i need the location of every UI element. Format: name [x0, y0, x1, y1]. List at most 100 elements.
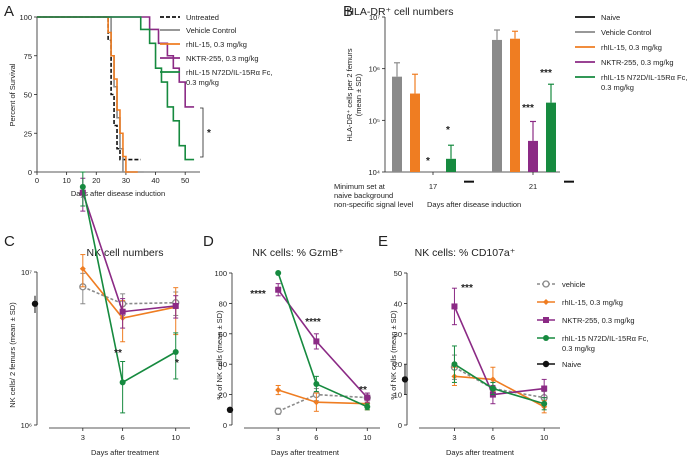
- d-point-fc: [313, 380, 320, 387]
- b-annotation-star: ***: [540, 68, 552, 79]
- e-point-fc: [451, 361, 458, 368]
- e-point-nktr: [541, 385, 548, 392]
- e-legend-marker-fc: [543, 335, 549, 341]
- d-point-fc: [275, 270, 282, 276]
- bar-naive: [464, 180, 474, 183]
- panel-b-xlabel: Days after disease induction: [427, 200, 521, 209]
- a-y-tick-label: 25: [24, 129, 32, 138]
- panel-e-legend: vehicle rhIL-15, 0.3 mg/kg NKTR-255, 0.3 m…: [537, 280, 648, 369]
- a-y-tick-label: 50: [24, 91, 32, 100]
- e-y-tick-label: 30: [394, 330, 402, 339]
- b-y-tick-label: 10⁶: [369, 65, 380, 74]
- c-x-tick-label: 6: [121, 433, 125, 442]
- bar-naive: [564, 180, 574, 183]
- d-point-vehicle: [274, 407, 282, 415]
- panel-e-label: E: [378, 233, 388, 250]
- panel-a-star: *: [207, 128, 211, 139]
- e-legend-label-fc-line2: 0.3 mg/kg: [562, 344, 595, 353]
- panel-a: A 0 10 20 30 40 50 0 25 50 75 100 Days after disea…: [4, 3, 272, 198]
- d-point-nktr: [313, 338, 320, 345]
- d-annotation-star: **: [359, 385, 367, 396]
- c-y-tick-label: 10⁷: [21, 268, 32, 277]
- a-x-tick-label: 20: [92, 176, 100, 185]
- a-x-tick-label: 0: [35, 176, 39, 185]
- d-point-nktr: [364, 394, 371, 401]
- b-x-tick-label: 21: [529, 182, 537, 191]
- bar-fc: [446, 158, 456, 172]
- d-line-nktr: [277, 289, 368, 399]
- c-point-fc: [79, 183, 86, 190]
- legend-label-nktr: NKTR-255, 0.3 mg/kg: [186, 54, 259, 63]
- legend-label-fc-line2: 0.3 mg/kg: [186, 78, 219, 87]
- panel-a-ylabel: Percent of Survival: [8, 63, 17, 126]
- b-x-tick-label: 17: [429, 182, 437, 191]
- panel-b-label: B: [343, 3, 353, 20]
- c-point-rhil15: [79, 265, 86, 272]
- legend-label-untreated: Untreated: [186, 13, 219, 22]
- d-x-tick-label: 3: [276, 433, 280, 442]
- panel-a-plot: 0 10 20 30 40 50 0 25 50 75 100: [19, 13, 200, 185]
- e-legend-marker-nktr: [543, 317, 549, 323]
- panel-b: B HLA-DR⁺ cell numbers 10⁴ 10⁵ 10⁶ 10⁷ 17 21 *…: [334, 3, 687, 209]
- e-point-fc: [489, 385, 496, 392]
- legend-label-nktr: NKTR-255, 0.3 mg/kg: [601, 58, 674, 67]
- panel-b-note-2: naive background: [334, 191, 393, 200]
- a-y-tick-label: 75: [24, 52, 32, 61]
- panel-e-ylabel: % of NK cells (mean ± SD): [389, 310, 398, 400]
- e-legend-marker-vehicle: [542, 280, 550, 288]
- legend-label-vehicle: Vehicle Control: [186, 26, 237, 35]
- e-y-tick-label: 20: [394, 360, 402, 369]
- e-y-tick-label: 10: [394, 391, 402, 400]
- d-annotation-star: ****: [305, 317, 321, 328]
- panel-d-ylabel: % of NK cells (mean ± SD): [215, 310, 224, 400]
- e-legend-label-vehicle: vehicle: [562, 280, 585, 289]
- panel-b-ylabel-2: (mean ± SD): [354, 73, 363, 116]
- b-y-tick-label: 10⁵: [369, 116, 380, 125]
- d-naive-point: [226, 406, 234, 413]
- c-x-tick-label: 10: [172, 433, 180, 442]
- e-point-nktr: [451, 303, 458, 310]
- e-annotation-star: ***: [461, 283, 473, 294]
- d-line-rhil15: [277, 389, 368, 405]
- panel-c-label: C: [4, 233, 15, 250]
- bar-vehicle: [492, 39, 502, 172]
- panel-b-ylabel-1: HLA-DR⁺ cells per 2 femurs: [345, 48, 354, 141]
- panel-e-plot: 0 10 20 30 40 50 3 6 10 ***: [394, 269, 560, 442]
- survival-line-fc: [37, 16, 195, 161]
- d-point-rhil15: [313, 399, 320, 406]
- d-y-tick-label: 100: [214, 269, 227, 278]
- d-annotation-star: ****: [250, 289, 266, 300]
- e-y-tick-label: 40: [394, 299, 402, 308]
- a-x-tick-label: 10: [62, 176, 70, 185]
- legend-label-rhil15: rhIL-15, 0.3 mg/kg: [601, 43, 662, 52]
- d-y-tick-label: 60: [219, 330, 227, 339]
- panel-a-label: A: [4, 3, 14, 20]
- d-x-tick-label: 10: [363, 433, 371, 442]
- a-y-tick-label: 100: [19, 13, 32, 22]
- e-legend-marker-naive: [542, 360, 550, 368]
- panel-c-ylabel: NK cells/ 2 femurs (mean ± SD): [8, 302, 17, 408]
- legend-label-fc-line1: rhIL-15 N72D/IL-15Rα Fc,: [601, 73, 687, 82]
- panel-b-legend: Naive Vehicle Control rhIL-15, 0.3 mg/kg…: [575, 13, 687, 92]
- c-y-tick-label: 10⁶: [21, 421, 32, 430]
- e-x-tick-label: 10: [540, 433, 548, 442]
- e-y-tick-label: 0: [398, 421, 402, 430]
- panel-d-xlabel: Days after treatment: [271, 448, 340, 457]
- survival-line-untreated: [37, 16, 141, 161]
- c-point-nktr: [172, 302, 179, 309]
- d-point-fc: [364, 403, 371, 410]
- panel-b-note-1: Minimum set at: [334, 182, 386, 191]
- b-y-tick-label: 10⁴: [368, 168, 380, 177]
- panel-e-title: NK cells: % CD107a⁺: [415, 247, 516, 259]
- bar-vehicle: [392, 76, 402, 172]
- legend-label-fc-line1: rhIL-15 N72D/IL-15Rα Fc,: [186, 68, 272, 77]
- b-y-tick-label: 10⁷: [369, 13, 380, 22]
- b-annotation-star: ***: [522, 103, 534, 114]
- e-legend-label-rhil15: rhIL-15, 0.3 mg/kg: [562, 298, 623, 307]
- a-x-tick-label: 30: [122, 176, 130, 185]
- panel-a-legend: Untreated Vehicle Control rhIL-15, 0.3 m…: [160, 13, 272, 87]
- a-x-tick-label: 40: [151, 176, 159, 185]
- e-line-fc: [454, 363, 545, 405]
